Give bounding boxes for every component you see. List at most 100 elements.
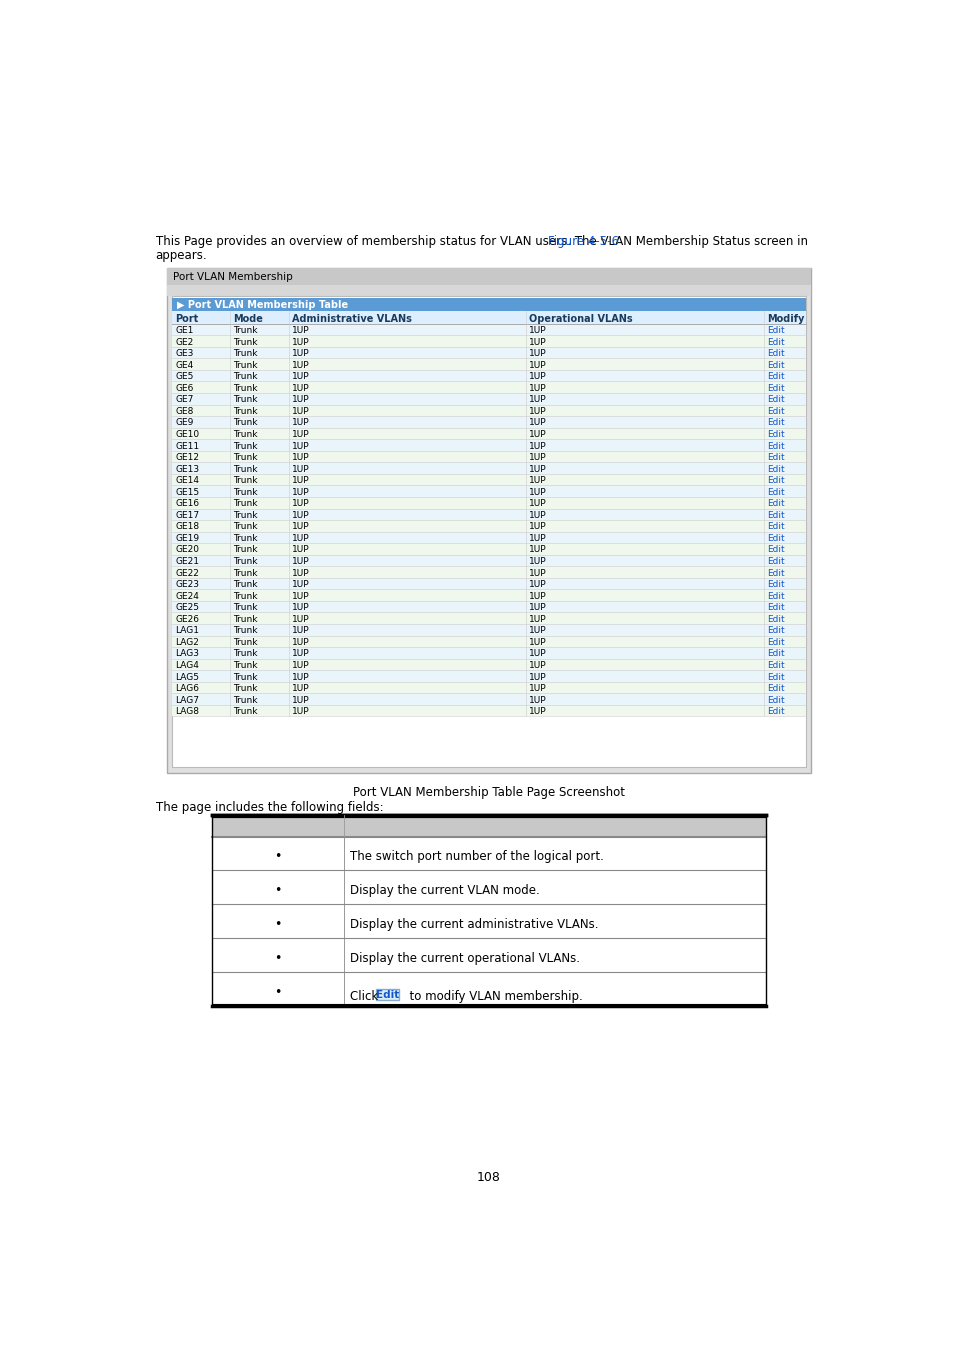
- Bar: [172, 393, 805, 405]
- Text: GE24: GE24: [174, 591, 199, 601]
- Bar: [167, 269, 810, 285]
- Text: Port VLAN Membership: Port VLAN Membership: [173, 273, 293, 282]
- Text: LAG1: LAG1: [174, 626, 199, 636]
- Text: Edit: Edit: [766, 406, 784, 416]
- Text: Edit: Edit: [766, 649, 784, 659]
- Text: Trunk: Trunk: [233, 487, 257, 497]
- Text: Edit: Edit: [766, 522, 784, 532]
- Text: Edit: Edit: [766, 568, 784, 578]
- Text: GE13: GE13: [174, 464, 199, 474]
- Text: Trunk: Trunk: [233, 406, 257, 416]
- Text: 1UP: 1UP: [529, 500, 546, 508]
- Text: 1UP: 1UP: [292, 522, 309, 532]
- Text: 1UP: 1UP: [292, 406, 309, 416]
- Text: 1UP: 1UP: [292, 626, 309, 636]
- Bar: [375, 990, 398, 999]
- Text: LAG4: LAG4: [174, 662, 199, 670]
- Bar: [172, 358, 805, 370]
- Text: Edit: Edit: [766, 500, 784, 508]
- Text: Trunk: Trunk: [233, 533, 257, 543]
- Text: LAG6: LAG6: [174, 684, 199, 693]
- Text: 1UP: 1UP: [529, 406, 546, 416]
- Bar: [172, 405, 805, 416]
- Bar: [172, 555, 805, 566]
- Text: 1UP: 1UP: [529, 487, 546, 497]
- Text: Edit: Edit: [766, 684, 784, 693]
- Bar: [172, 416, 805, 428]
- Text: Trunk: Trunk: [233, 325, 257, 335]
- Text: GE8: GE8: [174, 406, 193, 416]
- Text: 1UP: 1UP: [529, 603, 546, 612]
- Text: 1UP: 1UP: [529, 637, 546, 647]
- Bar: [172, 428, 805, 439]
- Text: Edit: Edit: [375, 991, 398, 1000]
- Text: GE15: GE15: [174, 487, 199, 497]
- Bar: [172, 705, 805, 717]
- Text: Edit: Edit: [766, 580, 784, 589]
- Text: GE5: GE5: [174, 373, 193, 381]
- Text: 1UP: 1UP: [292, 545, 309, 555]
- Text: Trunk: Trunk: [233, 510, 257, 520]
- Bar: [172, 370, 805, 382]
- Text: Trunk: Trunk: [233, 418, 257, 428]
- Bar: [172, 520, 805, 532]
- Text: 1UP: 1UP: [529, 338, 546, 347]
- Text: Edit: Edit: [766, 603, 784, 612]
- Text: Edit: Edit: [766, 487, 784, 497]
- Text: Display the current operational VLANs.: Display the current operational VLANs.: [350, 952, 579, 965]
- Bar: [172, 324, 805, 335]
- Text: 1UP: 1UP: [292, 672, 309, 682]
- Text: GE19: GE19: [174, 533, 199, 543]
- Text: 1UP: 1UP: [529, 477, 546, 485]
- Text: Trunk: Trunk: [233, 662, 257, 670]
- Text: Trunk: Trunk: [233, 464, 257, 474]
- Text: Figure 4-5-6: Figure 4-5-6: [547, 235, 618, 248]
- Text: 1UP: 1UP: [292, 568, 309, 578]
- Text: Trunk: Trunk: [233, 545, 257, 555]
- Text: GE9: GE9: [174, 418, 193, 428]
- Text: •: •: [274, 986, 281, 999]
- Text: 1UP: 1UP: [529, 441, 546, 451]
- Text: Trunk: Trunk: [233, 568, 257, 578]
- Text: Edit: Edit: [766, 662, 784, 670]
- Text: LAG7: LAG7: [174, 695, 199, 705]
- Text: 1UP: 1UP: [529, 373, 546, 381]
- Text: 1UP: 1UP: [292, 591, 309, 601]
- Text: Trunk: Trunk: [233, 396, 257, 404]
- Bar: [212, 938, 765, 972]
- Text: The page includes the following fields:: The page includes the following fields:: [155, 801, 383, 814]
- Text: 1UP: 1UP: [292, 441, 309, 451]
- Text: 1UP: 1UP: [292, 614, 309, 624]
- Bar: [172, 312, 805, 324]
- Text: Display the current administrative VLANs.: Display the current administrative VLANs…: [350, 918, 598, 932]
- Bar: [172, 439, 805, 451]
- Text: 1UP: 1UP: [292, 637, 309, 647]
- Text: 1UP: 1UP: [529, 649, 546, 659]
- Text: GE22: GE22: [174, 568, 199, 578]
- Text: Edit: Edit: [766, 441, 784, 451]
- Text: 1UP: 1UP: [292, 338, 309, 347]
- Text: 1UP: 1UP: [292, 464, 309, 474]
- Bar: [172, 682, 805, 694]
- Bar: [172, 451, 805, 462]
- Text: 1UP: 1UP: [529, 350, 546, 358]
- Bar: [172, 297, 805, 312]
- Text: Trunk: Trunk: [233, 684, 257, 693]
- Text: 1UP: 1UP: [529, 454, 546, 462]
- Bar: [172, 509, 805, 520]
- Text: Display the current VLAN mode.: Display the current VLAN mode.: [350, 884, 539, 898]
- Text: Edit: Edit: [766, 558, 784, 566]
- Text: GE26: GE26: [174, 614, 199, 624]
- Text: Trunk: Trunk: [233, 477, 257, 485]
- Bar: [167, 269, 810, 774]
- Text: 1UP: 1UP: [529, 707, 546, 716]
- Text: 1UP: 1UP: [529, 695, 546, 705]
- Text: LAG5: LAG5: [174, 672, 199, 682]
- Text: Trunk: Trunk: [233, 429, 257, 439]
- Text: Edit: Edit: [766, 545, 784, 555]
- Text: GE12: GE12: [174, 454, 199, 462]
- Text: Trunk: Trunk: [233, 672, 257, 682]
- Text: Edit: Edit: [766, 396, 784, 404]
- Text: Trunk: Trunk: [233, 454, 257, 462]
- Text: 1UP: 1UP: [292, 603, 309, 612]
